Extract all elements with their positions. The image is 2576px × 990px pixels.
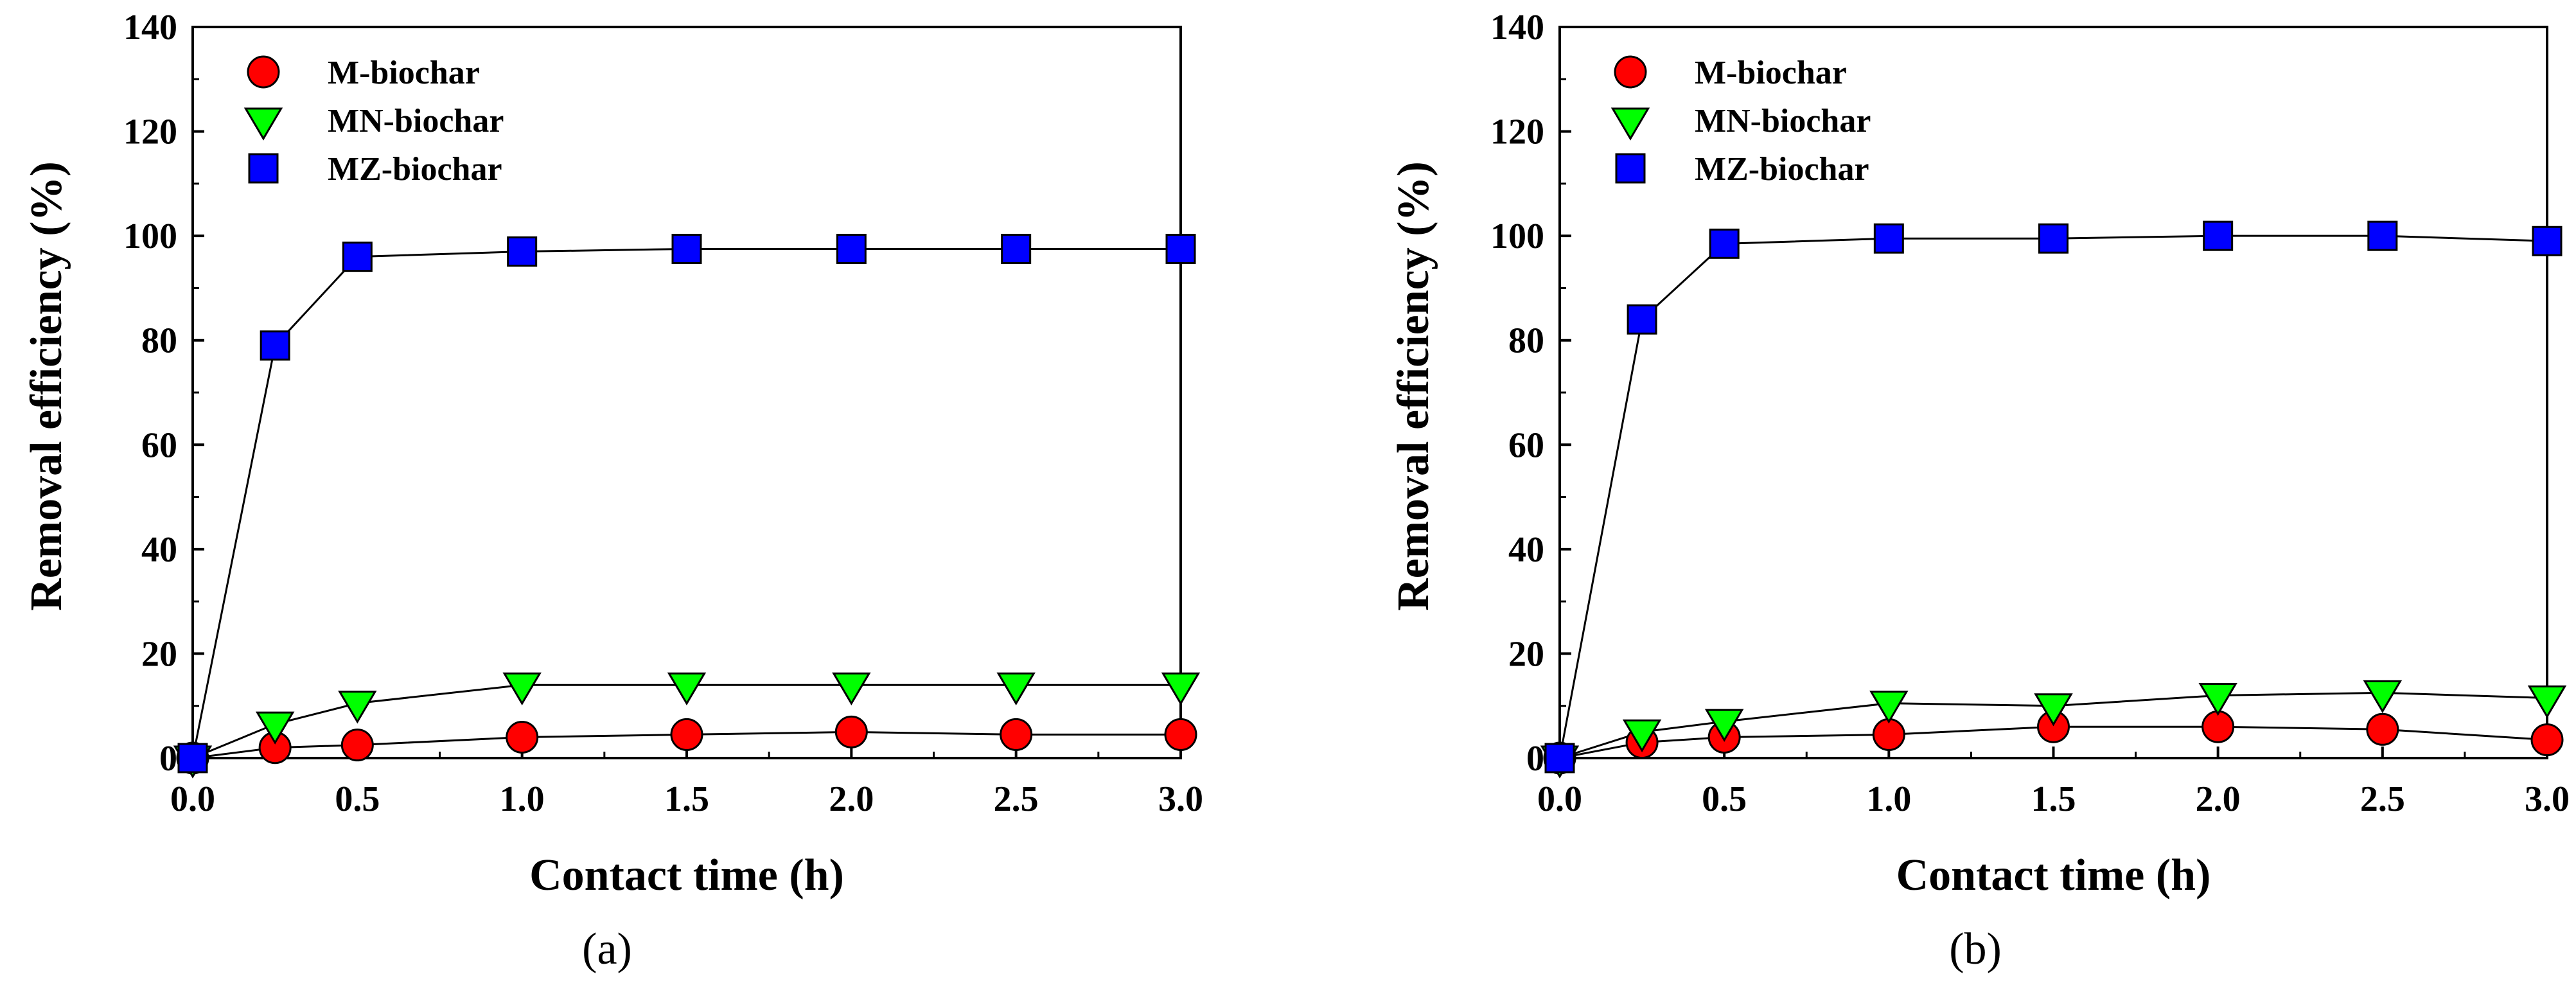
data-point-mn-biochar [2034,693,2073,727]
legend-label-mn-biochar: MN-biochar [328,103,504,139]
data-point-m-biochar [2530,723,2564,757]
y-tick-label: 140 [123,8,177,48]
x-axis-title: Contact time (h) [1896,851,2211,900]
y-tick-label: 60 [1508,425,1544,465]
legend-marker-mn-biochar [243,107,283,141]
y-tick-label: 80 [1508,321,1544,361]
x-tick-label: 1.5 [2031,779,2076,819]
legend-label-mn-biochar: MN-biochar [1695,103,1871,139]
data-point-mz-biochar [177,743,208,773]
data-point-mz-biochar [1873,223,1904,254]
data-point-mn-biochar [502,672,542,705]
legend-label-m-biochar: M-biochar [328,55,480,91]
y-tick-label: 40 [141,530,177,570]
panel-label: (a) [582,924,632,974]
y-tick-label: 0 [159,739,177,779]
data-point-mz-biochar [2038,223,2069,254]
y-tick-label: 100 [1490,217,1544,256]
y-axis-title: Removal efficiency (%) [22,161,71,611]
legend-marker-mz-biochar [1615,153,1646,184]
panel-label: (b) [1949,924,2002,974]
data-point-mz-biochar [342,242,373,272]
data-point-mn-biochar [832,672,871,705]
x-tick-label: 3.0 [1158,779,1203,819]
data-point-mz-biochar [1709,228,1740,259]
x-tick-label: 0.5 [1702,779,1747,819]
data-point-m-biochar [2366,712,2399,746]
y-tick-label: 100 [123,217,177,256]
x-axis-title: Contact time (h) [529,851,844,900]
legend-marker-m-biochar [1614,55,1647,89]
y-tick-label: 0 [1526,739,1544,779]
series-line-mn-biochar [1559,691,2548,759]
data-point-mz-biochar [260,330,290,361]
x-tick-label: 0.0 [1537,779,1582,819]
data-point-mn-biochar [996,672,1036,705]
y-tick-label: 120 [1490,112,1544,152]
data-point-mn-biochar [255,711,295,745]
y-tick-label: 40 [1508,530,1544,570]
data-point-mz-biochar [2203,220,2234,251]
y-tick-label: 20 [141,634,177,674]
legend-label-mz-biochar: MZ-biochar [1695,151,1869,188]
data-point-m-biochar [1000,718,1033,751]
x-tick-label: 3.0 [2525,779,2570,819]
data-point-mn-biochar [1704,709,1744,742]
y-tick-label: 20 [1508,634,1544,674]
x-tick-label: 2.0 [829,779,874,819]
legend-marker-mz-biochar [248,153,279,184]
x-tick-label: 2.0 [2196,779,2241,819]
data-point-mn-biochar [2363,680,2403,714]
x-tick-label: 1.5 [664,779,709,819]
x-tick-label: 2.5 [2360,779,2405,819]
data-point-mn-biochar [1161,672,1201,705]
data-point-mn-biochar [2198,682,2237,716]
data-point-mn-biochar [667,672,707,705]
data-point-mz-biochar [2532,225,2563,256]
legend-label-m-biochar: M-biochar [1695,55,1847,91]
data-point-mz-biochar [507,236,538,267]
x-tick-label: 0.0 [170,779,215,819]
x-tick-label: 1.0 [500,779,545,819]
chart-panel-b: 0 20 40 60 80 100 120 140 0.0 0.5 1.0 1.5 2.0 2.5 3.0 C… [1389,8,2570,974]
data-point-mn-biochar [2527,685,2567,719]
y-tick-label: 120 [123,112,177,152]
data-point-m-biochar [506,720,539,754]
data-point-mn-biochar [1622,719,1662,753]
data-point-mz-biochar [671,233,702,264]
data-point-mn-biochar [338,691,377,724]
data-point-m-biochar [1872,718,1905,751]
data-point-mz-biochar [1001,233,1032,264]
data-point-mn-biochar [1869,691,1909,724]
data-point-mz-biochar [2367,220,2398,251]
y-tick-label: 80 [141,321,177,361]
data-point-m-biochar [834,715,868,748]
x-tick-label: 2.5 [994,779,1039,819]
chart-panel-a: 0 20 40 60 80 100 120 140 0.0 0.5 1.0 1.5 2.0 2.5 3.0 C… [22,8,1203,974]
series-line-mz-biochar [1558,234,2548,759]
data-point-m-biochar [1164,718,1197,751]
data-point-mz-biochar [1544,743,1575,773]
data-point-mz-biochar [1165,233,1196,264]
legend-marker-m-biochar [247,55,280,89]
x-tick-label: 0.5 [335,779,380,819]
y-axis-title: Removal efficiency (%) [1389,161,1438,611]
data-point-m-biochar [670,718,703,751]
y-tick-label: 140 [1490,8,1544,48]
data-point-mz-biochar [1627,304,1657,335]
y-tick-label: 60 [141,425,177,465]
data-point-m-biochar [340,729,374,762]
data-point-m-biochar [2201,710,2235,743]
data-point-mz-biochar [836,233,867,264]
x-tick-label: 1.0 [1866,779,1911,819]
legend-marker-mn-biochar [1610,107,1650,141]
legend-label-mz-biochar: MZ-biochar [328,151,502,188]
